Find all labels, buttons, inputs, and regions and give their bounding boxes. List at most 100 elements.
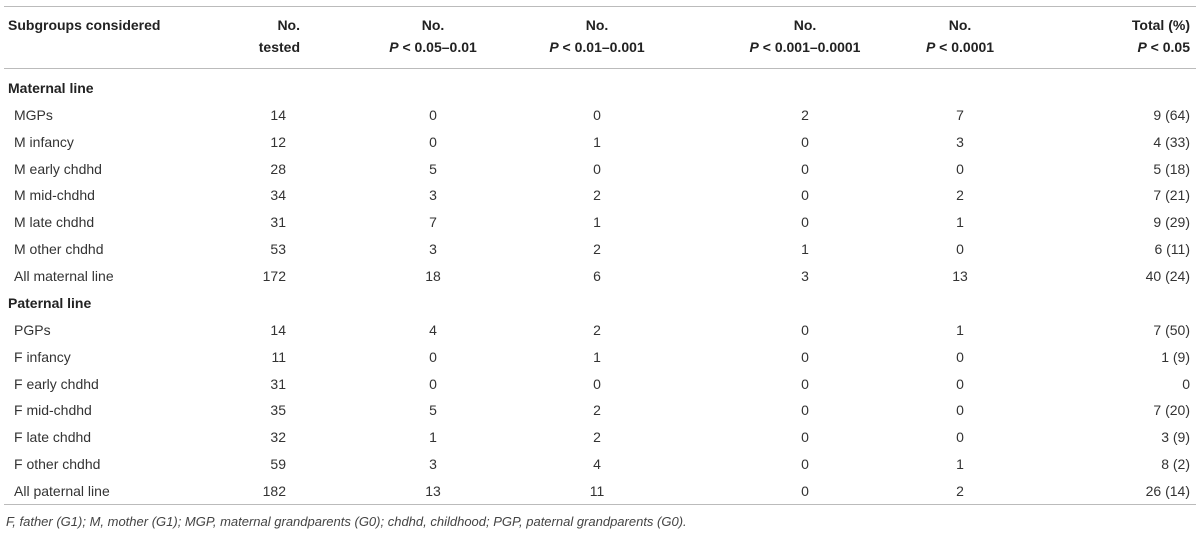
table-cell: 2 (956, 483, 964, 500)
table-cell: 172 (262, 268, 286, 285)
table-cell: 7 (21) (1153, 187, 1190, 204)
table-cell: 5 (429, 160, 437, 177)
table-cell: 1 (593, 348, 601, 365)
header-italic: P (389, 39, 399, 55)
header-italic: P (925, 39, 936, 55)
header-cell: tested (259, 38, 300, 56)
table-cell: M infancy (14, 133, 74, 150)
table-cell: M early chdhd (14, 160, 102, 177)
header-text: tested (258, 39, 300, 55)
header-cell: Total (%) (1131, 17, 1190, 33)
table-cell: 0 (801, 402, 809, 419)
table-cell: 2 (593, 241, 601, 258)
table-cell: 1 (429, 429, 437, 446)
table-cell: 3 (9) (1161, 429, 1190, 446)
header-cell: P < 0.05–0.01 (389, 38, 477, 56)
table-cell: 9 (64) (1153, 106, 1190, 123)
table-cell: 0 (801, 214, 809, 231)
header-italic: P (549, 39, 559, 55)
table-cell: 26 (14) (1145, 483, 1190, 500)
table-cell: 0 (801, 456, 809, 473)
header-cell: No. (421, 17, 445, 33)
table-cell: F other chdhd (14, 456, 101, 473)
table-cell: 0 (429, 106, 437, 123)
table-cell: 0 (956, 402, 964, 419)
table-cell: F early chdhd (14, 375, 99, 392)
table-cell: 32 (270, 429, 286, 446)
table-cell: 31 (270, 214, 286, 231)
top-rule (4, 6, 1196, 7)
header-text: < 0.01–0.001 (562, 39, 645, 55)
header-cell: P < 0.01–0.001 (549, 38, 644, 56)
table-cell: 7 (50) (1153, 321, 1190, 338)
table-cell: 182 (262, 483, 286, 500)
table-cell: M other chdhd (14, 241, 104, 258)
header-cell: P < 0.0001 (926, 38, 994, 56)
table-cell: 59 (270, 456, 286, 473)
table-cell: 2 (801, 106, 809, 123)
table-cell: 3 (429, 187, 437, 204)
header-cell: P < 0.001–0.0001 (750, 38, 861, 56)
table-cell: F late chdhd (14, 429, 92, 446)
table-cell: 14 (270, 321, 286, 338)
table-cell: 0 (593, 375, 601, 392)
table-cell: 31 (270, 375, 286, 392)
table-cell: 2 (593, 429, 601, 446)
header-cell: No. (585, 17, 609, 33)
table-cell: 5 (18) (1153, 160, 1190, 177)
section-title: Paternal line (8, 295, 92, 311)
table-cell: 0 (801, 348, 809, 365)
table-cell: 53 (270, 241, 286, 258)
table-cell: M mid-chdhd (14, 187, 95, 204)
table-cell: 7 (429, 214, 437, 231)
table-cell: 1 (9) (1161, 348, 1190, 365)
table-cell: 13 (425, 483, 441, 500)
table-cell: 12 (270, 133, 286, 150)
table-cell: 7 (20) (1153, 402, 1190, 419)
table-cell: 0 (801, 321, 809, 338)
header-cell: No. (277, 17, 300, 33)
table-cell: 0 (801, 133, 809, 150)
table-cell: 0 (801, 429, 809, 446)
table-cell: F mid-chdhd (14, 402, 92, 419)
table-cell: M late chdhd (14, 214, 95, 231)
table-cell: 6 (11) (1154, 241, 1190, 258)
table-cell: 2 (593, 321, 601, 338)
table-cell: 7 (956, 106, 964, 123)
table-cell: All maternal line (14, 268, 114, 285)
header-cell: P < 0.05 (1137, 38, 1190, 56)
table-cell: 35 (270, 402, 286, 419)
table-cell: 0 (429, 133, 437, 150)
table-cell: MGPs (14, 106, 53, 123)
table-cell: 0 (956, 241, 964, 258)
table-cell: 2 (593, 187, 601, 204)
table-cell: 1 (956, 214, 964, 231)
table-cell: 0 (429, 348, 437, 365)
table-cell: 6 (593, 268, 601, 285)
header-cell: Subgroups considered (8, 17, 161, 33)
table-cell: 4 (429, 321, 437, 338)
header-cell: No. (793, 17, 817, 33)
table-cell: 40 (24) (1145, 268, 1190, 285)
table-cell: 0 (956, 375, 964, 392)
table-cell: 3 (429, 456, 437, 473)
table-cell: 2 (593, 402, 601, 419)
footnote: F, father (G1); M, mother (G1); MGP, mat… (6, 514, 687, 529)
table-cell: 4 (33) (1153, 133, 1190, 150)
table-cell: 0 (1182, 375, 1190, 392)
table-cell: 0 (801, 375, 809, 392)
table-cell: 1 (593, 133, 601, 150)
table-cell: 1 (801, 241, 809, 258)
table-cell: 14 (270, 106, 286, 123)
table-cell: 13 (952, 268, 968, 285)
table-cell: 0 (593, 106, 601, 123)
table-cell: 0 (801, 187, 809, 204)
table-cell: 0 (801, 483, 809, 500)
table-cell: 2 (956, 187, 964, 204)
table-cell: F infancy (14, 348, 71, 365)
table-cell: 34 (270, 187, 286, 204)
table-cell: 28 (270, 160, 286, 177)
table-cell: 1 (593, 214, 601, 231)
table-cell: 0 (956, 160, 964, 177)
